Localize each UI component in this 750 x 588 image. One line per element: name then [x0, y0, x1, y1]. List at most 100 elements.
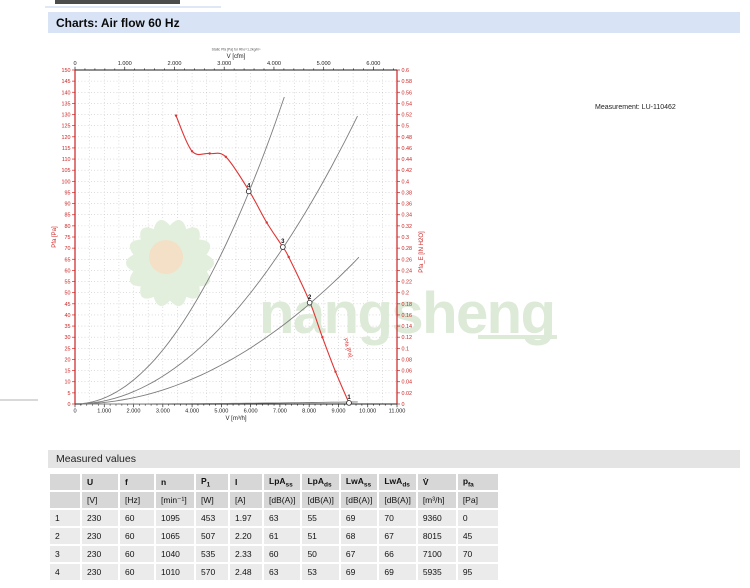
column-header: f [120, 474, 154, 490]
svg-text:0.16: 0.16 [402, 313, 413, 319]
svg-text:45: 45 [65, 302, 71, 308]
column-header: U [82, 474, 118, 490]
svg-text:1: 1 [347, 395, 351, 401]
column-unit: [min⁻¹] [156, 492, 194, 508]
svg-text:0.36: 0.36 [402, 202, 413, 208]
svg-text:0.5: 0.5 [402, 124, 410, 130]
table-cell: 55 [302, 510, 339, 526]
table-cell: 4 [50, 564, 80, 580]
column-unit: [m³/h] [417, 492, 456, 508]
svg-text:0.52: 0.52 [402, 113, 413, 119]
svg-text:0.42: 0.42 [402, 168, 413, 174]
svg-text:15: 15 [65, 369, 71, 375]
svg-text:Pfa_E [IN H2O]: Pfa_E [IN H2O] [419, 231, 425, 273]
svg-text:V [m³/h]: V [m³/h] [225, 416, 246, 422]
svg-text:0.56: 0.56 [402, 90, 413, 96]
svg-text:0.12: 0.12 [402, 335, 413, 341]
svg-text:0.22: 0.22 [402, 280, 413, 286]
svg-text:0.08: 0.08 [402, 357, 413, 363]
table-cell: 230 [82, 510, 118, 526]
table-cell: 8015 [417, 528, 456, 544]
table-cell: 61 [264, 528, 301, 544]
table-cell: 570 [196, 564, 228, 580]
svg-text:10.000: 10.000 [359, 409, 376, 415]
svg-text:25: 25 [65, 346, 71, 352]
column-header: V̇ [417, 474, 456, 490]
table-cell: 507 [196, 528, 228, 544]
svg-text:130: 130 [62, 113, 71, 119]
svg-text:0.4: 0.4 [402, 179, 410, 185]
svg-text:1.000: 1.000 [118, 61, 132, 67]
table-row: 3 230 60 1040 535 2.33 60 50 67 66 7100 70 [50, 546, 498, 562]
svg-text:105: 105 [62, 168, 71, 174]
svg-text:2.000: 2.000 [127, 409, 141, 415]
svg-text:0: 0 [402, 402, 405, 408]
table-cell: 1.97 [230, 510, 262, 526]
page-title: Charts: Air flow 60 Hz [56, 15, 180, 30]
table-cell: 45 [457, 528, 498, 544]
svg-text:8.000: 8.000 [302, 409, 316, 415]
svg-text:0.44: 0.44 [402, 157, 413, 163]
svg-text:V [cfm]: V [cfm] [227, 54, 246, 60]
table-cell: 60 [120, 528, 154, 544]
column-header: LpAss [264, 474, 301, 490]
svg-text:145: 145 [62, 79, 71, 85]
column-unit: [A] [230, 492, 262, 508]
table-cell: 70 [379, 510, 416, 526]
margin-artifact [0, 399, 38, 401]
y-axis-left: 0 5 10 15 20 25 30 35 40 45 50 55 60 65 70 75 80 85 90 95 10… [52, 68, 75, 408]
column-header: LwAds [379, 474, 416, 490]
svg-text:0.02: 0.02 [402, 391, 413, 397]
svg-text:100: 100 [62, 179, 71, 185]
svg-text:85: 85 [65, 213, 71, 219]
svg-text:9.000: 9.000 [331, 409, 345, 415]
table-cell: 63 [264, 564, 301, 580]
svg-text:3: 3 [281, 239, 285, 245]
table-cell: 69 [340, 510, 378, 526]
svg-text:90: 90 [65, 202, 71, 208]
x-axis-top: 0 1.000 2.000 3.000 4.000 5.000 6.000 V [cfm] St… [73, 48, 394, 70]
table-cell: 63 [264, 510, 301, 526]
table-cell: 60 [120, 546, 154, 562]
table-cell: 453 [196, 510, 228, 526]
svg-text:0.46: 0.46 [402, 146, 413, 152]
table-cell: 2.33 [230, 546, 262, 562]
table-cell: 1040 [156, 546, 194, 562]
table-cell: 53 [302, 564, 339, 580]
table-cell: 230 [82, 564, 118, 580]
svg-text:0.54: 0.54 [402, 101, 413, 107]
airflow-chart-svg: nangsheng 0 1.000 2.000 3.000 4.000 5.000 6.000… [52, 48, 557, 422]
svg-text:5.000: 5.000 [214, 409, 228, 415]
svg-text:0.6: 0.6 [402, 68, 410, 74]
watermark: nangsheng [126, 219, 557, 346]
svg-text:0.2: 0.2 [402, 291, 410, 297]
svg-text:0: 0 [73, 409, 76, 415]
table-cell: 2.20 [230, 528, 262, 544]
svg-text:95: 95 [65, 190, 71, 196]
table-cell: 60 [120, 564, 154, 580]
table-cell: 9360 [417, 510, 456, 526]
column-header: I [230, 474, 262, 490]
table-cell: 230 [82, 546, 118, 562]
svg-text:50: 50 [65, 291, 71, 297]
table-cell: 66 [379, 546, 416, 562]
svg-text:40: 40 [65, 313, 71, 319]
table-cell: 1 [50, 510, 80, 526]
column-unit: [V] [82, 492, 118, 508]
svg-text:0.24: 0.24 [402, 268, 413, 274]
svg-text:150: 150 [62, 68, 71, 74]
svg-text:4.000: 4.000 [185, 409, 199, 415]
measurement-reference: Measurement: LU-110462 [595, 104, 676, 111]
svg-text:0.28: 0.28 [402, 246, 413, 252]
svg-text:0: 0 [68, 402, 71, 408]
measured-values-header-bar: Measured values [48, 450, 740, 468]
svg-text:65: 65 [65, 257, 71, 263]
column-header: LwAss [340, 474, 378, 490]
svg-text:4: 4 [247, 184, 251, 190]
column-header: LpAds [302, 474, 339, 490]
svg-text:0.32: 0.32 [402, 224, 413, 230]
svg-text:6.000: 6.000 [366, 61, 380, 67]
svg-text:5: 5 [68, 391, 71, 397]
svg-text:6.000: 6.000 [244, 409, 258, 415]
